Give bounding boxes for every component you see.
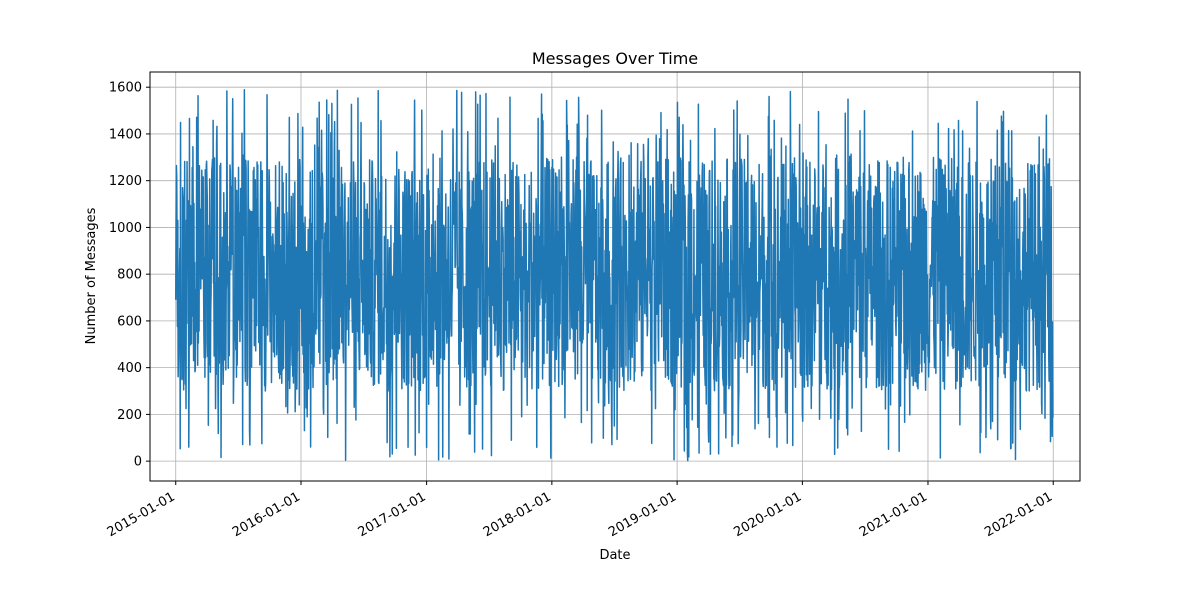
x-axis-label: Date xyxy=(599,548,630,563)
series-line xyxy=(174,89,1054,462)
y-tick-label: 600 xyxy=(117,314,142,329)
y-tick-label: 200 xyxy=(117,408,142,423)
y-tick-label: 1000 xyxy=(109,221,142,236)
x-tick-label: 2016-01-01 xyxy=(230,489,303,540)
x-tick-label: 2020-01-01 xyxy=(731,489,804,540)
y-tick-label: 800 xyxy=(117,268,142,283)
x-tick-label: 2021-01-01 xyxy=(857,489,930,540)
y-axis-label: Number of Messages xyxy=(84,207,99,344)
y-tick-label: 0 xyxy=(134,455,142,470)
x-tick-label: 2022-01-01 xyxy=(982,489,1055,540)
y-tick-label: 1200 xyxy=(109,174,142,189)
data-series xyxy=(174,89,1054,462)
x-tick-label: 2018-01-01 xyxy=(481,489,554,540)
x-tick-label: 2019-01-01 xyxy=(606,489,679,540)
y-tick-label: 400 xyxy=(117,361,142,376)
plot-frame xyxy=(149,71,1081,482)
chart-title: Messages Over Time xyxy=(532,49,698,68)
y-tick-label: 1600 xyxy=(109,81,142,96)
x-tick-label: 2017-01-01 xyxy=(356,489,429,540)
y-tick-label: 1400 xyxy=(109,127,142,142)
x-tick-label: 2015-01-01 xyxy=(105,489,178,540)
